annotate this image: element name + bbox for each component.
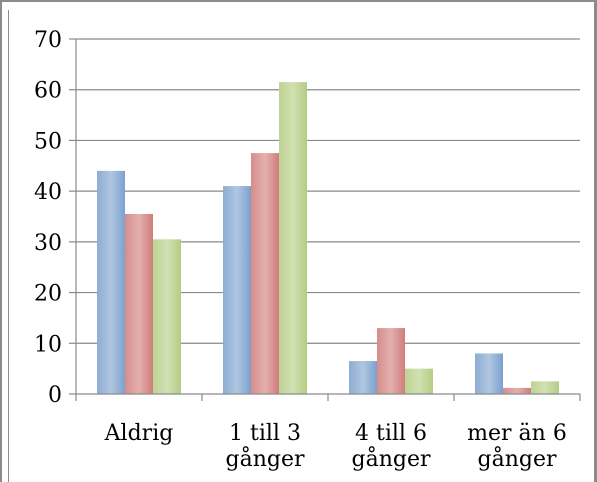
y-tick-label: 40 bbox=[34, 180, 62, 205]
category-label: 4 till 6 bbox=[355, 421, 427, 446]
bar bbox=[405, 368, 433, 394]
category-label: mer än 6 bbox=[467, 421, 567, 446]
y-tick-label: 30 bbox=[34, 231, 62, 256]
category-label: gånger bbox=[352, 445, 431, 472]
bars bbox=[97, 82, 559, 394]
bar bbox=[475, 353, 503, 394]
category-label: Aldrig bbox=[104, 421, 174, 446]
bar bbox=[503, 387, 531, 394]
bar bbox=[531, 381, 559, 394]
category-label: gånger bbox=[478, 445, 557, 472]
y-tick-label: 60 bbox=[34, 79, 62, 104]
bar bbox=[349, 361, 377, 394]
y-tick-label: 70 bbox=[34, 28, 62, 53]
bar bbox=[377, 328, 405, 394]
bar bbox=[153, 239, 181, 394]
bar bbox=[97, 170, 125, 394]
y-tick-label: 50 bbox=[34, 129, 62, 154]
bar bbox=[279, 82, 307, 394]
y-tick-label: 0 bbox=[48, 383, 62, 408]
frame-inner-rule bbox=[8, 10, 9, 482]
category-label: 1 till 3 bbox=[229, 421, 301, 446]
y-tick-label: 20 bbox=[34, 282, 62, 307]
axes bbox=[75, 39, 581, 401]
bar bbox=[251, 153, 279, 394]
bar bbox=[223, 186, 251, 394]
y-tick-labels: 0 10 20 30 40 50 60 70 bbox=[34, 28, 62, 408]
category-label: gånger bbox=[226, 445, 305, 472]
bar bbox=[125, 213, 153, 394]
y-tick-label: 10 bbox=[34, 332, 62, 357]
